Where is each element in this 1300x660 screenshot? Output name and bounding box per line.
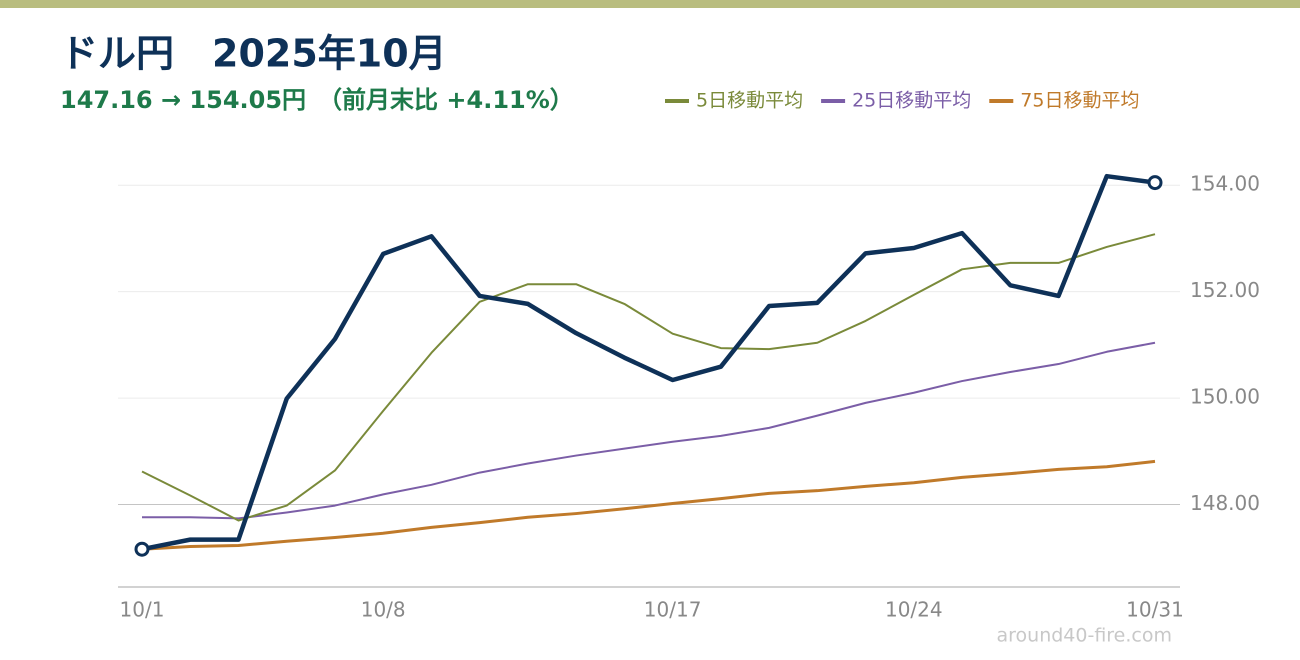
x-tick-label: 10/1: [120, 598, 165, 622]
x-tick-label: 10/8: [361, 598, 406, 622]
legend-label: 25日移動平均: [852, 90, 971, 112]
chart-title: ドル円 2025年10月: [60, 32, 447, 76]
chart-subtitle: 147.16 → 154.05円 （前月末比 +4.11%）: [60, 86, 574, 114]
ma-line: [141, 459, 1156, 551]
ma-line: [141, 233, 1156, 522]
x-tick-label: 10/17: [644, 598, 702, 622]
y-tick-label: 152.00: [1190, 278, 1260, 302]
legend-label: 75日移動平均: [1020, 90, 1139, 112]
source: around40-fire.com: [996, 625, 1172, 647]
x-tick-label: 10/24: [885, 598, 943, 622]
y-tick-label: 148.00: [1190, 491, 1260, 515]
y-tick-label: 154.00: [1190, 172, 1260, 196]
y-tick-label: 150.00: [1190, 385, 1260, 409]
legend-label: 5日移動平均: [696, 90, 803, 112]
price-line: [141, 173, 1156, 552]
end-marker: [134, 541, 150, 557]
end-marker: [1147, 175, 1163, 191]
ma-line: [142, 341, 1156, 520]
x-tick-label: 10/31: [1126, 598, 1184, 622]
top-band: [0, 0, 1300, 8]
